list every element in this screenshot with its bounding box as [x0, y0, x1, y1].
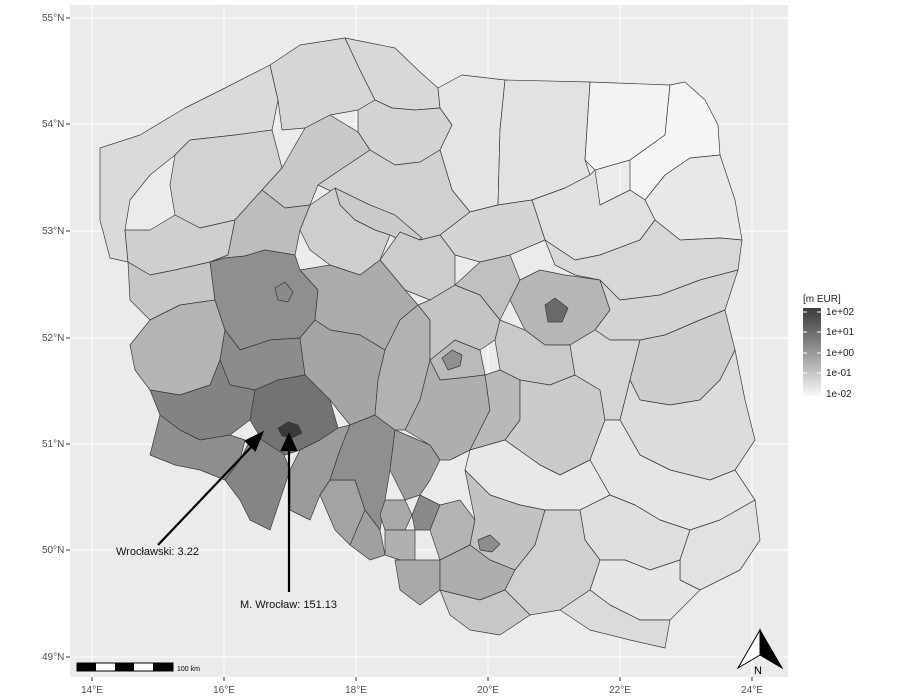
arrow-wroclawski-head [244, 430, 265, 452]
lat-tick-label: 54°N [42, 119, 64, 130]
legend-label: 1e+02 [826, 307, 855, 318]
lat-tick-label: 51°N [42, 439, 64, 450]
legend-label: 1e+01 [826, 327, 855, 338]
region-m-krakow [477, 534, 501, 553]
lon-tick-label: 14°E [81, 685, 103, 696]
lat-tick-label: 52°N [42, 333, 64, 344]
lon-tick-label: 18°E [345, 685, 367, 696]
region-m-poznan [274, 281, 294, 303]
region-gliwice [379, 499, 413, 531]
region-m-wroclaw [277, 421, 303, 439]
lon-axis: 14°E 16°E 18°E 20°E 22°E 24°E [81, 677, 763, 696]
region-jeleniogorski [149, 414, 246, 481]
region-rybnik [349, 509, 386, 561]
arrow-wroclawski-line [157, 442, 256, 546]
legend-colorbar [803, 308, 821, 396]
scale-bar-label: 100 km [177, 666, 200, 673]
legend-label: 1e+00 [826, 348, 855, 359]
lat-tick-label: 55°N [42, 13, 64, 24]
region-nowy-sacz [504, 509, 601, 616]
lat-tick-label: 50°N [42, 545, 64, 556]
region-wloclawek [299, 187, 391, 276]
region-ostroleka [544, 219, 743, 301]
lat-tick-label: 53°N [42, 226, 64, 237]
scale-bar: 100 km [76, 662, 200, 673]
lon-tick-label: 24°E [741, 685, 763, 696]
region-tychy [384, 529, 416, 561]
legend-title: [m EUR] [803, 294, 841, 305]
legend: [m EUR] 1e+02 1e+01 1e+00 1e-01 1e-02 [803, 294, 855, 400]
north-arrow-icon: N [736, 628, 784, 677]
lat-tick-label: 49°N [42, 652, 64, 663]
lon-tick-label: 20°E [477, 685, 499, 696]
arrow-m-wroclaw-head [280, 432, 298, 452]
region-m-lodz [441, 349, 463, 371]
region-nowy-targ [439, 589, 531, 636]
legend-label: 1e-01 [826, 368, 852, 379]
region-m-warszawa [544, 297, 569, 323]
lon-tick-label: 22°E [609, 685, 631, 696]
label-m-wroclaw: M. Wrocław: 151.13 [240, 599, 337, 611]
north-label: N [754, 665, 762, 677]
region-sanocki [559, 589, 671, 649]
lat-axis: 55°N 54°N 53°N 52°N 51°N 50°N 49°N [42, 13, 70, 663]
label-wroclawski: Wrocławski: 3.22 [116, 546, 199, 558]
regions [99, 37, 761, 649]
annotation-arrows [157, 430, 298, 592]
legend-label: 1e-02 [826, 389, 852, 400]
lon-tick-label: 16°E [213, 685, 235, 696]
